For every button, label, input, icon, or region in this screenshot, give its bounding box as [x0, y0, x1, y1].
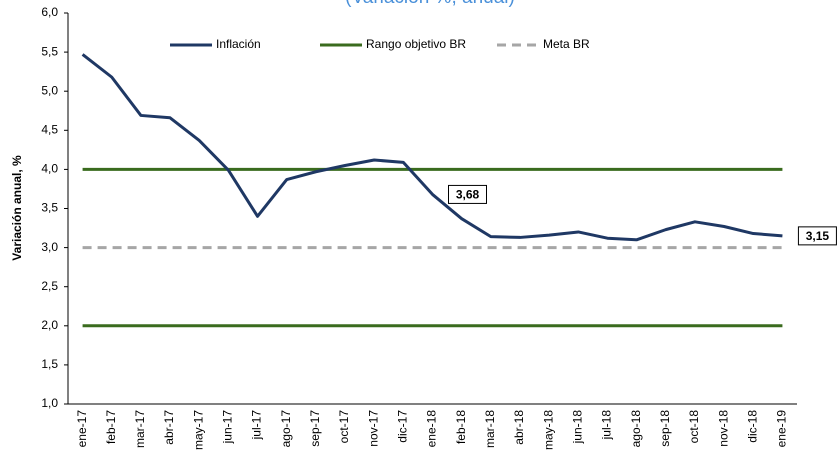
x-tick-label: sep-18 — [658, 410, 672, 447]
line-series — [81, 53, 783, 242]
y-tick-label: 5,0 — [41, 83, 58, 97]
x-tick-label: abr-18 — [512, 410, 526, 445]
x-tick-label: mar-18 — [483, 410, 497, 448]
y-tick-label: 6,0 — [41, 5, 58, 19]
y-tick-label: 3,5 — [41, 201, 58, 215]
y-tick-label: 2,0 — [41, 318, 58, 332]
x-tick-label: may-18 — [541, 410, 555, 450]
value-label-box — [448, 184, 487, 204]
x-tick-label: feb-18 — [454, 410, 468, 444]
x-tick-label: abr-17 — [162, 410, 176, 445]
x-tick-label: may-17 — [191, 410, 205, 450]
x-tick-label: jun-17 — [221, 410, 235, 445]
x-tick-label: ene-18 — [425, 410, 439, 448]
x-tick-label: nov-17 — [366, 410, 380, 447]
x-tick-label: oct-17 — [337, 410, 351, 444]
y-tick-label: 4,0 — [41, 162, 58, 176]
x-tick-label: oct-18 — [687, 410, 701, 444]
x-tick-label: dic-18 — [745, 410, 759, 443]
x-tick-label: ago-17 — [279, 410, 293, 448]
value-label-box — [797, 226, 837, 246]
y-axis-label: Variación anual, % — [10, 155, 24, 261]
chart-subtitle: (Variación %, anual) — [345, 0, 515, 8]
x-tick-label: ene-19 — [775, 410, 789, 448]
value-label: 3,68 — [456, 188, 480, 202]
legend-label: Inflación — [216, 37, 261, 51]
y-tick-label: 1,0 — [41, 396, 58, 410]
y-tick-label: 3,0 — [41, 240, 58, 254]
y-tick-label: 1,5 — [41, 357, 58, 371]
x-tick-label: feb-17 — [104, 410, 118, 444]
x-tick-label: dic-17 — [396, 410, 410, 443]
y-tick-label: 2,5 — [41, 279, 58, 293]
y-tick-label: 5,5 — [41, 44, 58, 58]
x-tick-label: sep-17 — [308, 410, 322, 447]
y-tick-label: 4,5 — [41, 122, 58, 136]
x-tick-label: jul-18 — [600, 410, 614, 441]
x-tick-label: ene-17 — [75, 410, 89, 448]
x-tick-label: jul-17 — [250, 410, 264, 441]
x-tick-label: mar-17 — [133, 410, 147, 448]
legend-label: Rango objetivo BR — [366, 37, 466, 51]
x-tick-label: nov-18 — [716, 410, 730, 447]
legend-label: Meta BR — [543, 37, 590, 51]
x-tick-label: jun-18 — [570, 410, 584, 445]
x-tick-label: ago-18 — [629, 410, 643, 448]
value-label: 3,15 — [806, 229, 830, 243]
